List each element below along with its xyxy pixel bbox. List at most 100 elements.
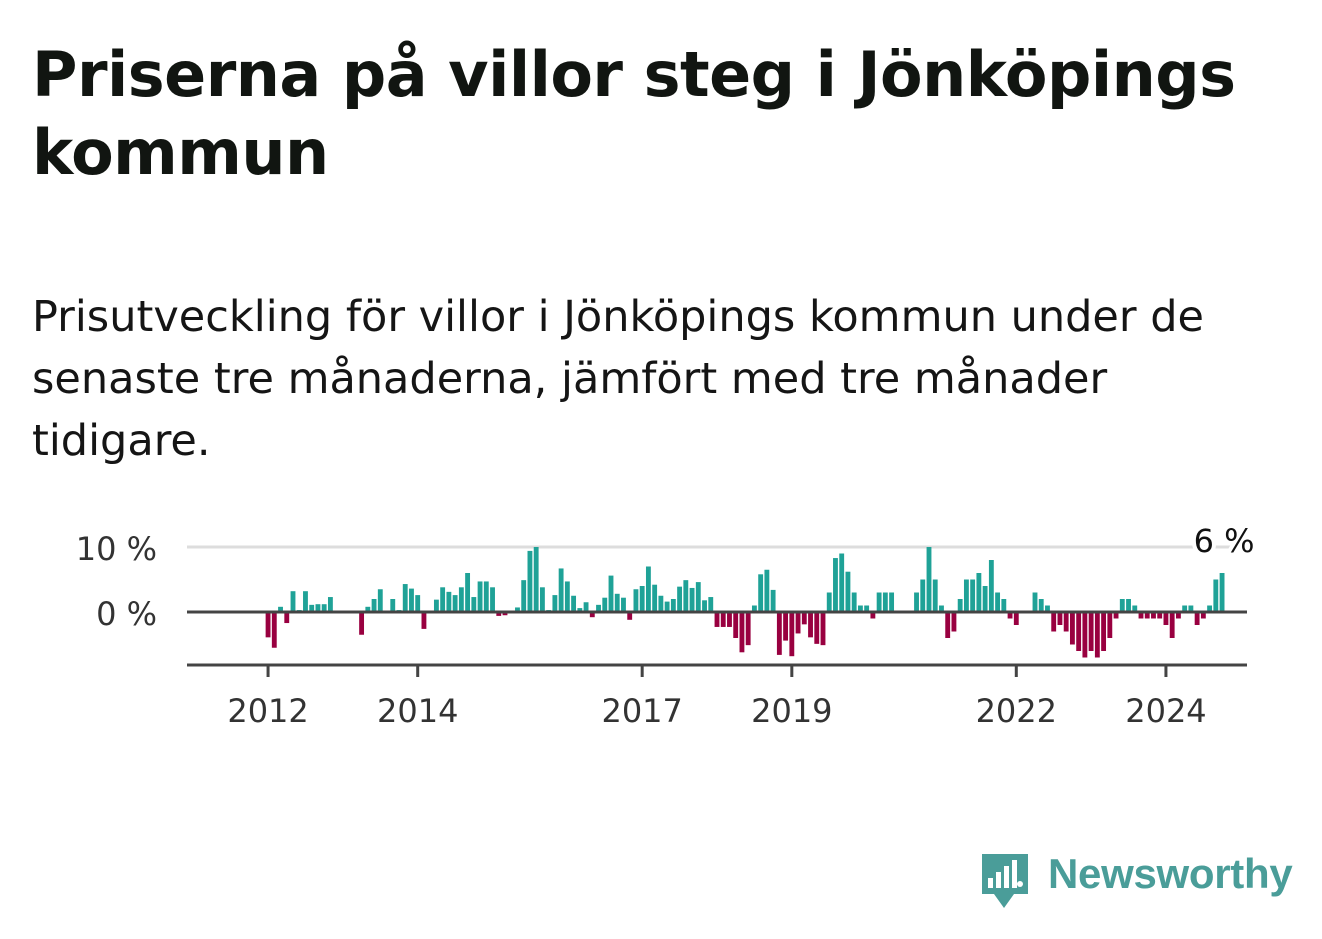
bar bbox=[539, 587, 545, 612]
bar bbox=[564, 581, 570, 612]
bar bbox=[652, 584, 658, 612]
bar bbox=[926, 547, 932, 612]
bar bbox=[1219, 573, 1225, 612]
bar bbox=[857, 605, 863, 612]
chart-title: Priserna på villor steg i Jönköpings kom… bbox=[32, 38, 1236, 189]
bar bbox=[533, 547, 539, 612]
bar bbox=[490, 587, 495, 612]
y-axis-labels: 0 % 10 % bbox=[76, 530, 157, 633]
bar bbox=[645, 566, 651, 612]
bar bbox=[733, 612, 739, 638]
bar bbox=[839, 553, 845, 612]
bar bbox=[303, 591, 308, 612]
bar bbox=[321, 604, 327, 612]
bar bbox=[1144, 612, 1150, 619]
bar bbox=[458, 587, 464, 612]
bar bbox=[951, 612, 957, 632]
bar bbox=[939, 605, 944, 612]
bar bbox=[1013, 612, 1019, 625]
bar bbox=[440, 587, 446, 612]
bar bbox=[377, 589, 383, 612]
bar bbox=[870, 612, 876, 619]
bar bbox=[708, 597, 714, 612]
bar bbox=[390, 599, 396, 612]
bar bbox=[465, 573, 471, 612]
bar bbox=[670, 599, 676, 612]
bar bbox=[739, 612, 745, 653]
bar bbox=[963, 579, 969, 612]
bar bbox=[751, 605, 757, 612]
bar bbox=[608, 575, 614, 612]
bar bbox=[271, 612, 277, 648]
bar bbox=[639, 586, 645, 612]
bar bbox=[515, 607, 520, 612]
bar bbox=[1001, 599, 1007, 612]
bar bbox=[1088, 612, 1094, 651]
bar bbox=[864, 605, 870, 612]
logo-text: Newsworthy bbox=[1048, 850, 1293, 897]
bar bbox=[920, 579, 926, 612]
bar bbox=[409, 588, 414, 612]
bar bbox=[1007, 612, 1013, 619]
bar bbox=[727, 612, 732, 627]
y-tick-label: 10 % bbox=[76, 530, 157, 568]
bar bbox=[1082, 612, 1088, 658]
bar bbox=[695, 582, 701, 612]
bar bbox=[265, 612, 271, 638]
bar bbox=[1069, 612, 1075, 645]
bar bbox=[789, 612, 795, 657]
bar bbox=[820, 612, 826, 646]
bar bbox=[309, 604, 315, 612]
bar bbox=[527, 550, 533, 612]
bar bbox=[845, 571, 851, 612]
bar bbox=[1163, 612, 1169, 625]
bar bbox=[801, 612, 807, 625]
bar bbox=[290, 591, 296, 612]
bar bbox=[1157, 612, 1163, 619]
bar bbox=[1151, 612, 1156, 619]
bar bbox=[882, 592, 888, 612]
bar bbox=[1038, 599, 1044, 612]
bar bbox=[315, 604, 321, 612]
bar bbox=[1076, 612, 1082, 651]
bar bbox=[521, 580, 527, 612]
bar bbox=[1175, 612, 1181, 619]
bar bbox=[826, 592, 832, 612]
bar bbox=[421, 612, 427, 629]
bar bbox=[1101, 612, 1107, 651]
bar bbox=[621, 597, 626, 612]
x-tick-label: 2014 bbox=[377, 692, 458, 730]
bar bbox=[1126, 599, 1131, 612]
bar bbox=[371, 599, 377, 612]
bar bbox=[764, 569, 770, 612]
bar bbox=[1132, 605, 1138, 612]
bar-chart: 0 % 10 % 2012 2014 2017 2019 2022 2024 6 % bbox=[76, 518, 1259, 730]
bar bbox=[677, 586, 683, 612]
bar bbox=[284, 612, 290, 624]
bar bbox=[982, 586, 988, 612]
bar bbox=[932, 579, 938, 612]
bar bbox=[446, 591, 452, 612]
bar bbox=[658, 595, 664, 612]
bar bbox=[1138, 612, 1144, 619]
bar bbox=[471, 597, 477, 612]
bar bbox=[957, 599, 963, 612]
x-tick-label: 2019 bbox=[751, 692, 832, 730]
bar bbox=[876, 592, 882, 612]
bar bbox=[833, 558, 838, 612]
bar bbox=[583, 602, 589, 612]
bar bbox=[745, 612, 751, 646]
x-tick-label: 2024 bbox=[1125, 692, 1206, 730]
bar bbox=[1169, 612, 1175, 638]
bar bbox=[914, 592, 919, 612]
x-tick-label: 2012 bbox=[227, 692, 308, 730]
bar bbox=[433, 599, 439, 612]
bar bbox=[327, 597, 333, 612]
bar bbox=[627, 612, 633, 620]
bar bbox=[614, 593, 620, 612]
bar bbox=[851, 592, 857, 612]
bar bbox=[633, 589, 639, 612]
bar bbox=[776, 612, 782, 655]
bar bbox=[808, 612, 813, 638]
x-tick-label: 2017 bbox=[601, 692, 682, 730]
